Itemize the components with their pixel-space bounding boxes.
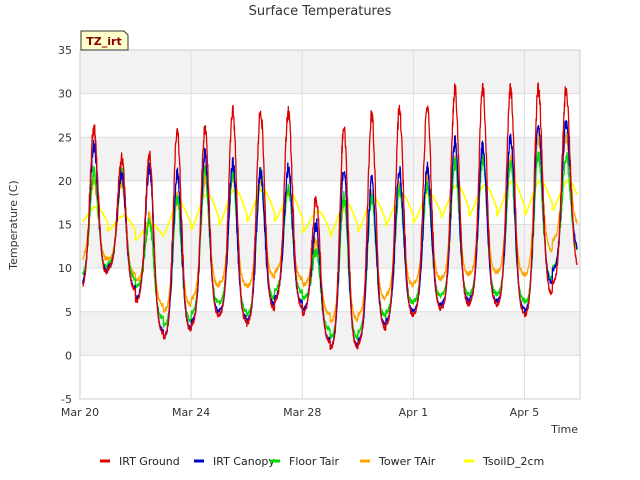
- y-tick-label: 5: [65, 306, 72, 319]
- y-tick-label: 15: [58, 219, 72, 232]
- x-tick-label: Mar 24: [172, 406, 210, 419]
- legend-item: IRT Canopy: [194, 455, 275, 468]
- plot-frame: [79, 49, 581, 400]
- legend-item: Floor Tair: [270, 455, 340, 468]
- x-axis-label: Time: [550, 423, 578, 436]
- x-tick-label: Apr 5: [510, 406, 540, 419]
- site-badge-box: [80, 30, 129, 51]
- series-line-tsoild-2cm: [82, 179, 578, 241]
- y-tick-label: -5: [61, 393, 72, 406]
- plot-band: [80, 137, 580, 181]
- y-tick-label: 10: [58, 262, 72, 275]
- y-tick-label: 30: [58, 88, 72, 101]
- y-tick-label: 20: [58, 175, 72, 188]
- y-axis-label: Temperature (C): [7, 180, 20, 270]
- legend: IRT Ground IRT Canopy Floor Tair Tower TAir…: [100, 455, 544, 468]
- legend-label: Tower TAir: [378, 455, 436, 468]
- x-tick-label: Apr 1: [399, 406, 429, 419]
- x-tick-label: Mar 20: [61, 406, 99, 419]
- legend-item: Tower TAir: [360, 455, 436, 468]
- legend-label: TsoilD_2cm: [482, 455, 544, 468]
- y-tick-label: 25: [58, 131, 72, 144]
- legend-label: IRT Canopy: [213, 455, 275, 468]
- chart-title: Surface Temperatures: [249, 4, 392, 19]
- y-tick-label: 0: [65, 349, 72, 362]
- legend-item: TsoilD_2cm: [464, 455, 544, 468]
- site-badge: TZ_irt: [80, 30, 129, 51]
- legend-label: Floor Tair: [289, 455, 340, 468]
- site-badge-label: TZ_irt: [86, 35, 121, 48]
- series-line-floor-tair: [82, 151, 578, 340]
- series-line-tower-tair: [82, 129, 578, 323]
- series-layer: [82, 82, 578, 351]
- y-tick-labels: -5 0 5 10 15 20 25 30 35: [58, 44, 72, 406]
- x-tick-label: Mar 28: [283, 406, 321, 419]
- x-tick-labels: Mar 20 Mar 24 Mar 28 Apr 1 Apr 5: [61, 406, 539, 419]
- plot-band: [80, 50, 580, 94]
- series-line-irt-ground: [82, 82, 578, 351]
- legend-item: IRT Ground: [100, 455, 180, 468]
- plot-bands: [80, 50, 580, 356]
- legend-label: IRT Ground: [119, 455, 180, 468]
- y-tick-label: 35: [58, 44, 72, 57]
